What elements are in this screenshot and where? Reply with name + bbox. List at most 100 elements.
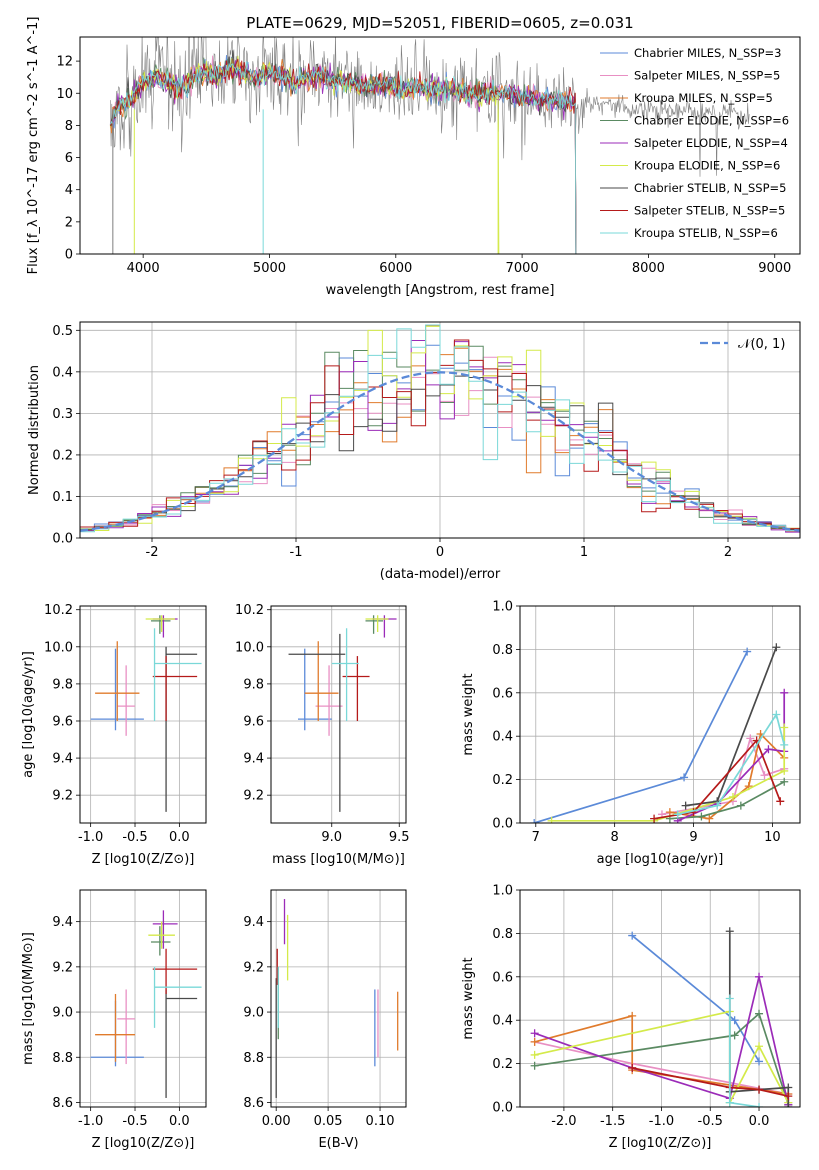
mass-weight-marker (705, 814, 714, 823)
mass-weight-marker (780, 766, 789, 775)
y-tick-label: 10.2 (44, 603, 73, 618)
x-tick-label: -2 (146, 545, 159, 560)
panel-mass-vs-EBV: 0.00 0.05 0.10 8.6 8.8 9.0 9.2 9.4 E(B-V) (243, 889, 407, 1151)
x-tick-label: 0.05 (314, 1114, 343, 1129)
mass-weight-marker (725, 1098, 734, 1107)
panel-mass-vs-Z: -1.0 -0.5 0.0 8.6 8.8 9.0 9.2 9.4 Z [log10(Z/Z⊙)… (21, 889, 207, 1151)
mass-weight-marker (784, 1083, 793, 1092)
mass-weight-marker (772, 710, 781, 719)
y-tick-label: 8.6 (243, 1096, 264, 1111)
legend-label: 𝒩(0, 1) (738, 337, 785, 352)
mass-weight-marker (628, 1063, 637, 1072)
mass-weight-line (533, 651, 748, 823)
y-tick-label: 8.8 (52, 1051, 73, 1066)
mass-weight-marker (650, 814, 659, 823)
y-tick-label: 8 (65, 119, 73, 134)
mass-weight-marker (681, 801, 690, 810)
normal-density-curve (80, 371, 800, 532)
x-axis-label: E(B-V) (318, 1136, 358, 1151)
mass-weight-marker (760, 771, 769, 780)
x-axis-label: wavelength [Angstrom, rest frame] (326, 283, 555, 298)
y-tick-label: 0.3 (52, 407, 73, 422)
y-tick-label: 0.2 (492, 773, 513, 788)
y-axis-label: mass [log10(M/M⊙)] (21, 932, 36, 1065)
mass-weight-marker (725, 927, 734, 936)
y-tick-label: 0.0 (52, 532, 73, 547)
model-spectrum-line (109, 61, 577, 254)
y-tick-label: 9.2 (52, 960, 73, 975)
y-tick-label: 9.6 (52, 714, 73, 729)
y-tick-label: 1.0 (492, 600, 513, 615)
legend-label: Kroupa ELODIE, N_SSP=6 (634, 159, 780, 173)
y-axis-label: age [log10(age/yr)] (21, 651, 36, 778)
x-tick-label: 0.0 (749, 1114, 770, 1129)
y-tick-label: 9.4 (52, 752, 73, 767)
x-axis-label: (data-model)/error (380, 567, 501, 582)
x-axis-label: Z [log10(Z/Z⊙)] (609, 1136, 712, 1151)
x-tick-label: 0.10 (366, 1114, 395, 1129)
y-tick-label: 9.4 (243, 915, 264, 930)
y-tick-label: 9.2 (243, 789, 264, 804)
x-axis-label: age [log10(age/yr)] (597, 852, 724, 867)
figure-title: PLATE=0629, MJD=52051, FIBERID=0605, z=0… (246, 14, 633, 32)
mass-weight-marker (784, 1092, 793, 1101)
plot-area (80, 324, 800, 534)
y-tick-label: 0.6 (492, 970, 513, 985)
y-tick-label: 8.8 (243, 1051, 264, 1066)
mass-weight-marker (730, 1031, 739, 1040)
y-tick-label: 0.8 (492, 643, 513, 658)
mass-weight-line (653, 738, 782, 820)
x-tick-label: -1.0 (78, 830, 103, 845)
y-tick-label: 12 (56, 55, 73, 70)
mass-weight-marker (746, 734, 755, 743)
y-tick-label: 9.4 (243, 752, 264, 767)
x-tick-label: -1.5 (600, 1114, 625, 1129)
x-axis-label: Z [log10(Z/Z⊙)] (92, 1136, 195, 1151)
y-axis-label: Normed distribution (27, 365, 42, 495)
y-tick-label: 0.4 (492, 730, 513, 745)
mass-weight-marker (776, 797, 785, 806)
x-tick-label: 7 (532, 830, 540, 845)
x-tick-label: 0.0 (169, 830, 190, 845)
mass-weight-marker (764, 745, 773, 754)
mass-weight-line (632, 1067, 789, 1098)
y-tick-label: 0.0 (492, 817, 513, 832)
y-tick-label: 0.5 (52, 324, 73, 339)
plot-area (530, 643, 789, 823)
mass-weight-marker (713, 801, 722, 810)
legend-label: Salpeter ELODIE, N_SSP=4 (634, 136, 788, 150)
x-tick-label: -1 (290, 545, 303, 560)
legend-label: Kroupa STELIB, N_SSP=6 (634, 226, 778, 240)
mass-weight-marker (628, 931, 637, 940)
axes-frame (519, 605, 801, 824)
x-tick-label: 2 (724, 545, 732, 560)
x-tick-label: 0.0 (169, 1114, 190, 1129)
legend-label: Chabrier ELODIE, N_SSP=6 (634, 114, 789, 128)
mass-weight-marker (755, 1103, 764, 1107)
mass-weight-marker (697, 812, 706, 821)
y-tick-label: 8.6 (52, 1096, 73, 1111)
y-tick-label: 0.2 (492, 1057, 513, 1072)
legend-label: Chabrier MILES, N_SSP=3 (634, 46, 781, 60)
mass-weight-marker (530, 819, 539, 823)
y-tick-label: 1.0 (492, 884, 513, 899)
x-axis-label: mass [log10(M/M⊙)] (272, 852, 405, 867)
y-tick-label: 4 (65, 183, 73, 198)
x-tick-label: 9000 (758, 261, 791, 276)
axes-frame (79, 36, 801, 255)
x-tick-label: 9.5 (389, 830, 410, 845)
x-tick-label: 4000 (127, 261, 160, 276)
mass-weight-line (677, 712, 786, 816)
mass-weight-marker (680, 773, 689, 782)
mass-weight-marker (530, 1050, 539, 1059)
mass-weight-marker (547, 816, 556, 823)
mass-weight-marker (755, 1009, 764, 1018)
axes-frame (519, 889, 801, 1108)
y-tick-label: 2 (65, 215, 73, 230)
x-tick-label: 10 (764, 830, 781, 845)
y-tick-label: 10.2 (235, 603, 264, 618)
y-tick-label: 0 (65, 248, 73, 263)
mass-weight-marker (530, 1037, 539, 1046)
y-tick-label: 9.6 (243, 714, 264, 729)
